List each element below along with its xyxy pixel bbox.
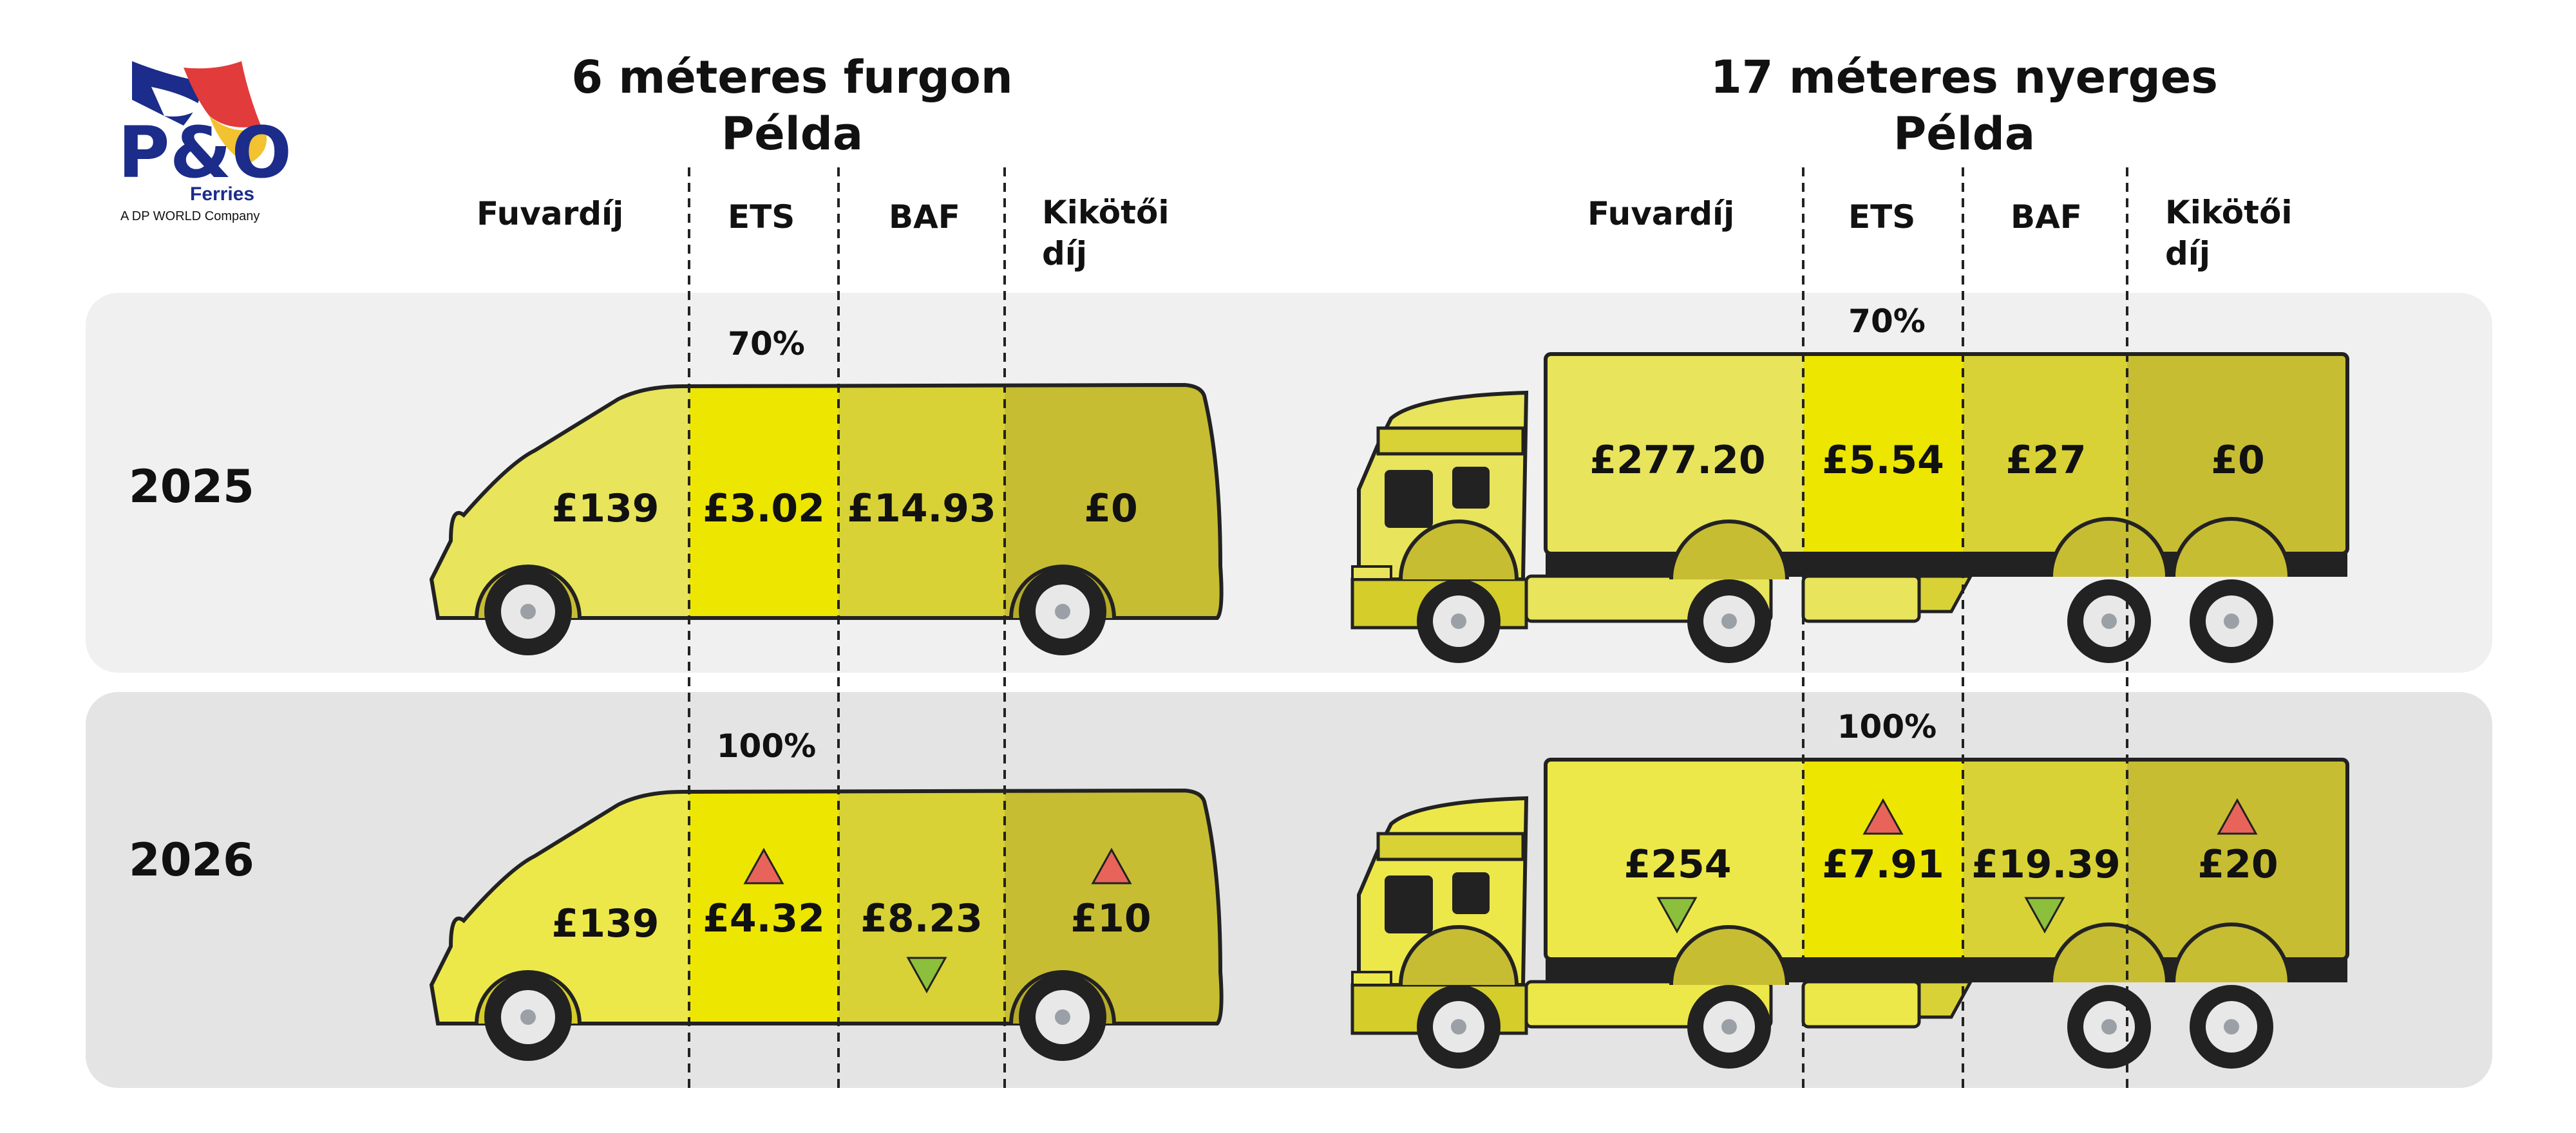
- trailer-wheel-icon: [2049, 517, 2169, 663]
- truck-2026-ets-value: £7.91: [1822, 842, 1944, 887]
- truck-2026-baf-value: £19.39: [1971, 842, 2121, 887]
- trailer-wheel-icon: [2172, 922, 2291, 1069]
- van-2026-fuvardij-value: £139: [551, 901, 659, 946]
- truck-2025-ets-value: £5.54: [1822, 438, 1944, 483]
- truck-fuvardij-decrease-icon: [1656, 897, 1698, 934]
- truck-2025-fuvardij-value: £277.20: [1589, 438, 1766, 483]
- truck-2026-fuvardij-value: £254: [1624, 842, 1732, 887]
- van-ets-share-2026: 100%: [716, 727, 817, 765]
- trailer-wheel-icon: [2049, 922, 2169, 1069]
- svg-text:P&O: P&O: [118, 111, 292, 183]
- truck-front-wheel-icon: [1399, 520, 1519, 663]
- van-2026-ets-value: £4.32: [703, 896, 825, 941]
- van-title: 6 méteres furgon Példa: [547, 49, 1037, 162]
- van-ets-share-2025: 70%: [728, 325, 805, 362]
- truck-drive-wheel-icon: [1669, 520, 1789, 663]
- truck-ets-share-2025: 70%: [1848, 303, 1926, 340]
- po-ferries-logo: P&O Ferries A DP WORLD Company: [113, 55, 306, 235]
- truck-kikotoi-increase-icon: [2217, 798, 2258, 835]
- truck-drive-wheel-icon: [1669, 925, 1789, 1069]
- van-col-ets: ETS: [728, 198, 795, 236]
- truck-ets-share-2026: 100%: [1837, 708, 1937, 745]
- van-2025-ets-value: £3.02: [703, 486, 825, 531]
- truck-title-line1: 17 méteres nyerges: [1710, 51, 2218, 104]
- van-rear-wheel-icon: [1019, 973, 1106, 1061]
- van-front-wheel-icon: [484, 568, 572, 655]
- van-col-kikotoi-line2: díj: [1042, 235, 1088, 272]
- van-2026-baf-value: £8.23: [860, 896, 983, 941]
- trailer-wheel-icon: [2172, 517, 2291, 663]
- year-label-2025: 2025: [129, 460, 254, 513]
- van-2025: [429, 382, 1224, 655]
- truck-2025-baf-value: £27: [2005, 438, 2087, 483]
- van-front-wheel-icon: [484, 973, 572, 1061]
- logo-ferries-text: Ferries: [190, 183, 255, 205]
- van-baf-decrease-icon: [906, 957, 947, 994]
- van-col-baf: BAF: [889, 198, 960, 236]
- van-col-fuvardij: Fuvardíj: [477, 195, 624, 232]
- truck-2025-kikotoi-value: £0: [2211, 438, 2265, 483]
- van-2025-baf-value: £14.93: [847, 486, 996, 531]
- van-kikotoi-increase-icon: [1091, 847, 1132, 885]
- truck-title-line2: Példa: [1893, 108, 2036, 160]
- van-2025-kikotoi-value: £0: [1084, 486, 1138, 531]
- column-dividers: [688, 167, 2128, 1094]
- truck-col-kikotoi-line2: díj: [2165, 235, 2211, 272]
- year-label-2026: 2026: [129, 834, 254, 886]
- truck-col-kikotoi: Kikötői díj: [2165, 192, 2293, 274]
- truck-2025: [1350, 352, 2349, 663]
- truck-col-ets: ETS: [1848, 198, 1916, 236]
- van-title-line1: 6 méteres furgon: [571, 51, 1013, 104]
- van-title-line2: Példa: [721, 108, 864, 160]
- truck-2026-kikotoi-value: £20: [2197, 842, 2278, 887]
- truck-2026: [1350, 758, 2349, 1069]
- van-col-kikotoi-line1: Kikötői: [1042, 194, 1170, 231]
- van-2026-kikotoi-value: £10: [1070, 896, 1151, 941]
- van-ets-increase-icon: [743, 847, 784, 885]
- truck-title: 17 méteres nyerges Példa: [1674, 49, 2254, 162]
- van-2025-fuvardij-value: £139: [551, 486, 659, 531]
- truck-baf-decrease-icon: [2024, 897, 2065, 934]
- logo-company-text: A DP WORLD Company: [120, 209, 260, 223]
- truck-col-baf: BAF: [2011, 198, 2082, 236]
- truck-col-fuvardij: Fuvardíj: [1587, 195, 1735, 232]
- truck-col-kikotoi-line1: Kikötői: [2165, 194, 2293, 231]
- van-2026: [429, 788, 1224, 1061]
- van-rear-wheel-icon: [1019, 568, 1106, 655]
- po-flag-icon: P&O: [118, 61, 292, 194]
- van-col-kikotoi: Kikötői díj: [1042, 192, 1170, 274]
- truck-front-wheel-icon: [1399, 925, 1519, 1069]
- truck-ets-increase-icon: [1862, 798, 1904, 835]
